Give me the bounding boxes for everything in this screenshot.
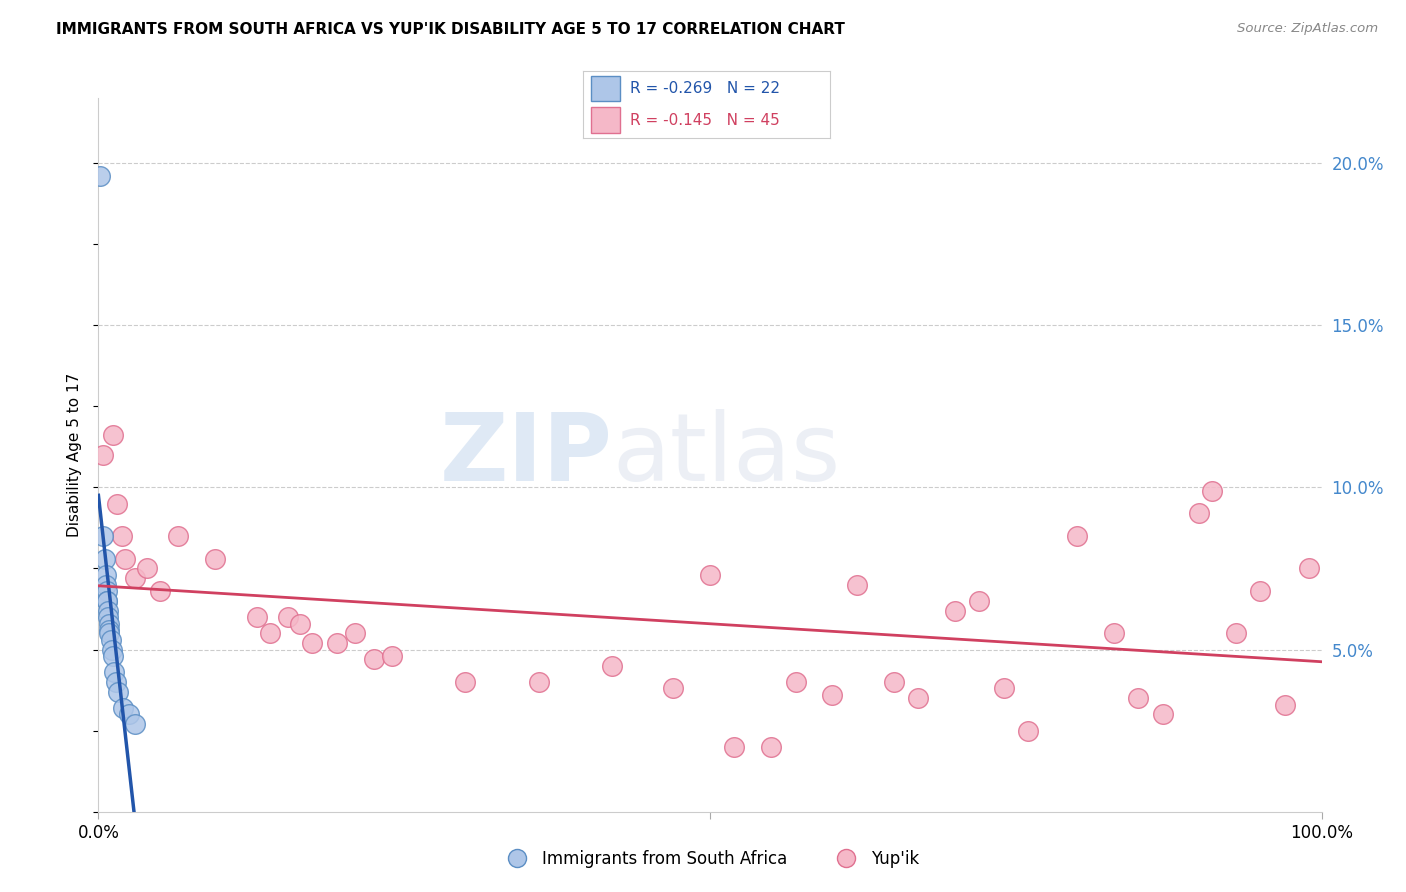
Point <box>290 616 312 631</box>
Point <box>1128 691 1150 706</box>
Point <box>344 626 367 640</box>
Point <box>1102 626 1125 640</box>
Point <box>1298 561 1320 575</box>
Point <box>943 604 966 618</box>
Point <box>124 717 146 731</box>
Text: atlas: atlas <box>612 409 841 501</box>
Point <box>821 688 844 702</box>
Point <box>107 684 129 698</box>
Point <box>454 675 477 690</box>
Text: Source: ZipAtlas.com: Source: ZipAtlas.com <box>1237 22 1378 36</box>
Point <box>1274 698 1296 712</box>
Point <box>967 594 990 608</box>
Legend: Immigrants from South Africa, Yup'ik: Immigrants from South Africa, Yup'ik <box>494 844 927 875</box>
Point <box>104 675 127 690</box>
Point <box>1152 707 1174 722</box>
Point <box>100 632 122 647</box>
Text: R = -0.145   N = 45: R = -0.145 N = 45 <box>630 112 780 128</box>
Text: R = -0.269   N = 22: R = -0.269 N = 22 <box>630 81 780 96</box>
Y-axis label: Disability Age 5 to 17: Disability Age 5 to 17 <box>67 373 83 537</box>
Point <box>993 681 1015 696</box>
Point <box>103 665 125 680</box>
Point <box>101 648 124 663</box>
Point <box>124 571 146 585</box>
Point <box>1201 483 1223 498</box>
Point <box>96 594 118 608</box>
Point <box>662 681 685 696</box>
Point <box>785 675 807 690</box>
Point <box>94 577 117 591</box>
Point <box>1066 529 1088 543</box>
Point <box>883 675 905 690</box>
Point <box>699 568 721 582</box>
Point <box>91 529 114 543</box>
Point <box>98 623 121 637</box>
Bar <box>591 108 620 133</box>
Point <box>761 739 783 754</box>
Point <box>97 610 120 624</box>
Point <box>93 551 115 566</box>
Point <box>907 691 929 706</box>
Point <box>326 636 349 650</box>
Point <box>98 626 121 640</box>
Point <box>1017 723 1039 738</box>
Text: IMMIGRANTS FROM SOUTH AFRICA VS YUP'IK DISABILITY AGE 5 TO 17 CORRELATION CHART: IMMIGRANTS FROM SOUTH AFRICA VS YUP'IK D… <box>56 22 845 37</box>
Point <box>723 739 745 754</box>
Point <box>105 497 128 511</box>
Point <box>114 551 136 566</box>
Point <box>600 658 623 673</box>
Point <box>1249 584 1271 599</box>
Point <box>277 610 299 624</box>
Point <box>1225 626 1247 640</box>
Point <box>363 652 385 666</box>
Point <box>527 675 550 690</box>
Bar <box>591 76 620 102</box>
Text: ZIP: ZIP <box>439 409 612 501</box>
Point <box>97 604 120 618</box>
Point <box>845 577 868 591</box>
Point <box>259 626 281 640</box>
Point <box>101 428 124 442</box>
Point <box>111 701 134 715</box>
Point <box>96 584 118 599</box>
Point <box>381 648 404 663</box>
Point <box>246 610 269 624</box>
Point <box>301 636 323 650</box>
Point <box>91 448 114 462</box>
Point <box>96 594 118 608</box>
Point <box>94 568 117 582</box>
Point <box>98 616 121 631</box>
Point <box>136 561 159 575</box>
Point <box>167 529 190 543</box>
Point <box>101 642 124 657</box>
Point <box>149 584 172 599</box>
Point <box>89 169 111 183</box>
Point <box>1188 506 1211 520</box>
Point <box>204 551 226 566</box>
Point <box>111 529 134 543</box>
Point <box>118 707 141 722</box>
